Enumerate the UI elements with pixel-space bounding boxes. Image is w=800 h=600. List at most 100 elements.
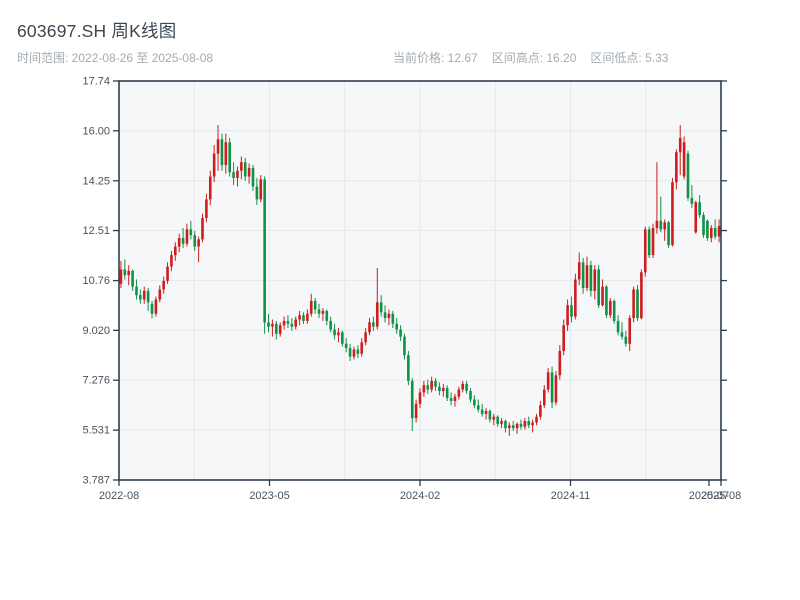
candle [232, 162, 235, 186]
candle [135, 279, 138, 300]
candle-body [197, 239, 200, 247]
candle-body [426, 385, 430, 390]
candle-body [379, 302, 383, 313]
candle [403, 333, 406, 360]
candle-body [453, 396, 457, 401]
candle [364, 328, 367, 346]
candle-body [282, 320, 286, 326]
candle-body [309, 300, 313, 314]
candle [434, 378, 437, 391]
candle-body [554, 375, 558, 403]
candle-body [636, 289, 639, 319]
candle [480, 403, 484, 417]
candle-body [247, 167, 251, 177]
candle-body [123, 269, 127, 276]
candle [609, 298, 612, 319]
candle-body [675, 152, 678, 183]
candle [663, 219, 666, 241]
y-axis-label: 17.74 [82, 76, 110, 88]
candle [255, 177, 259, 206]
candle-body [321, 310, 325, 314]
candle [302, 312, 305, 324]
candle [492, 413, 496, 426]
candle [368, 318, 371, 336]
y-axis-label: 16.00 [82, 125, 110, 137]
candle [119, 260, 123, 289]
candle [632, 286, 635, 323]
candle-body [605, 286, 608, 316]
candle-body [267, 322, 270, 327]
candle [383, 305, 387, 323]
candle [453, 393, 457, 407]
candle-body [208, 176, 212, 200]
candle-body [445, 388, 449, 399]
candle [131, 269, 134, 291]
candle-body [620, 332, 624, 337]
candle [659, 196, 663, 233]
x-axis-label: 2022-08 [99, 490, 139, 502]
candle-body [640, 272, 643, 319]
candle [286, 315, 290, 329]
candle [675, 149, 678, 190]
candle-body [422, 385, 426, 393]
candle-body [461, 383, 465, 390]
candle-body [488, 410, 492, 420]
candle-body [686, 153, 690, 198]
candle-body [166, 266, 169, 281]
candle [508, 422, 511, 436]
candle [706, 219, 709, 241]
candle-body [449, 398, 453, 401]
candle-body [294, 319, 298, 327]
y-axis-label: 3.787 [82, 475, 110, 487]
candle [317, 303, 321, 319]
candle-body [341, 332, 344, 344]
candle [457, 386, 461, 400]
candle [127, 265, 131, 286]
candle [449, 392, 453, 406]
candle [150, 300, 154, 319]
candle [325, 309, 329, 326]
candle [445, 385, 449, 401]
candle [294, 316, 298, 330]
candle [589, 260, 593, 297]
candle-body [162, 280, 165, 290]
candle-body [492, 416, 496, 420]
candle-body [542, 389, 546, 406]
candle-body [158, 289, 162, 300]
candle [337, 328, 340, 343]
candle [465, 380, 468, 394]
candle [511, 421, 515, 432]
candle [174, 242, 177, 261]
candle [348, 343, 352, 361]
range-high-label: 区间高点: 16.20 [491, 51, 577, 65]
candle [702, 212, 705, 238]
candle [344, 338, 348, 353]
candle-body [504, 421, 507, 429]
candle [461, 380, 465, 393]
candle-body [480, 409, 484, 414]
candle-body [702, 215, 705, 236]
candle [519, 419, 523, 430]
candle [643, 226, 647, 277]
candle-body [457, 389, 461, 397]
candle-body [550, 372, 554, 403]
candle [274, 320, 278, 340]
candle-body [570, 305, 573, 317]
candle-body [647, 229, 651, 256]
candle-body [205, 199, 208, 218]
candle-body [655, 220, 659, 228]
candle-body [465, 383, 468, 391]
candle [278, 322, 282, 337]
candle [197, 236, 200, 263]
y-axis-label: 7.276 [82, 375, 110, 387]
candle-body [181, 237, 185, 244]
candle [671, 177, 674, 247]
candle [550, 366, 554, 409]
candle-body [251, 167, 255, 187]
candle [243, 157, 247, 181]
candle-body [651, 227, 655, 256]
candle-body [119, 269, 123, 284]
candle-body [671, 182, 674, 246]
candle [414, 399, 418, 423]
candle-body [698, 202, 701, 216]
